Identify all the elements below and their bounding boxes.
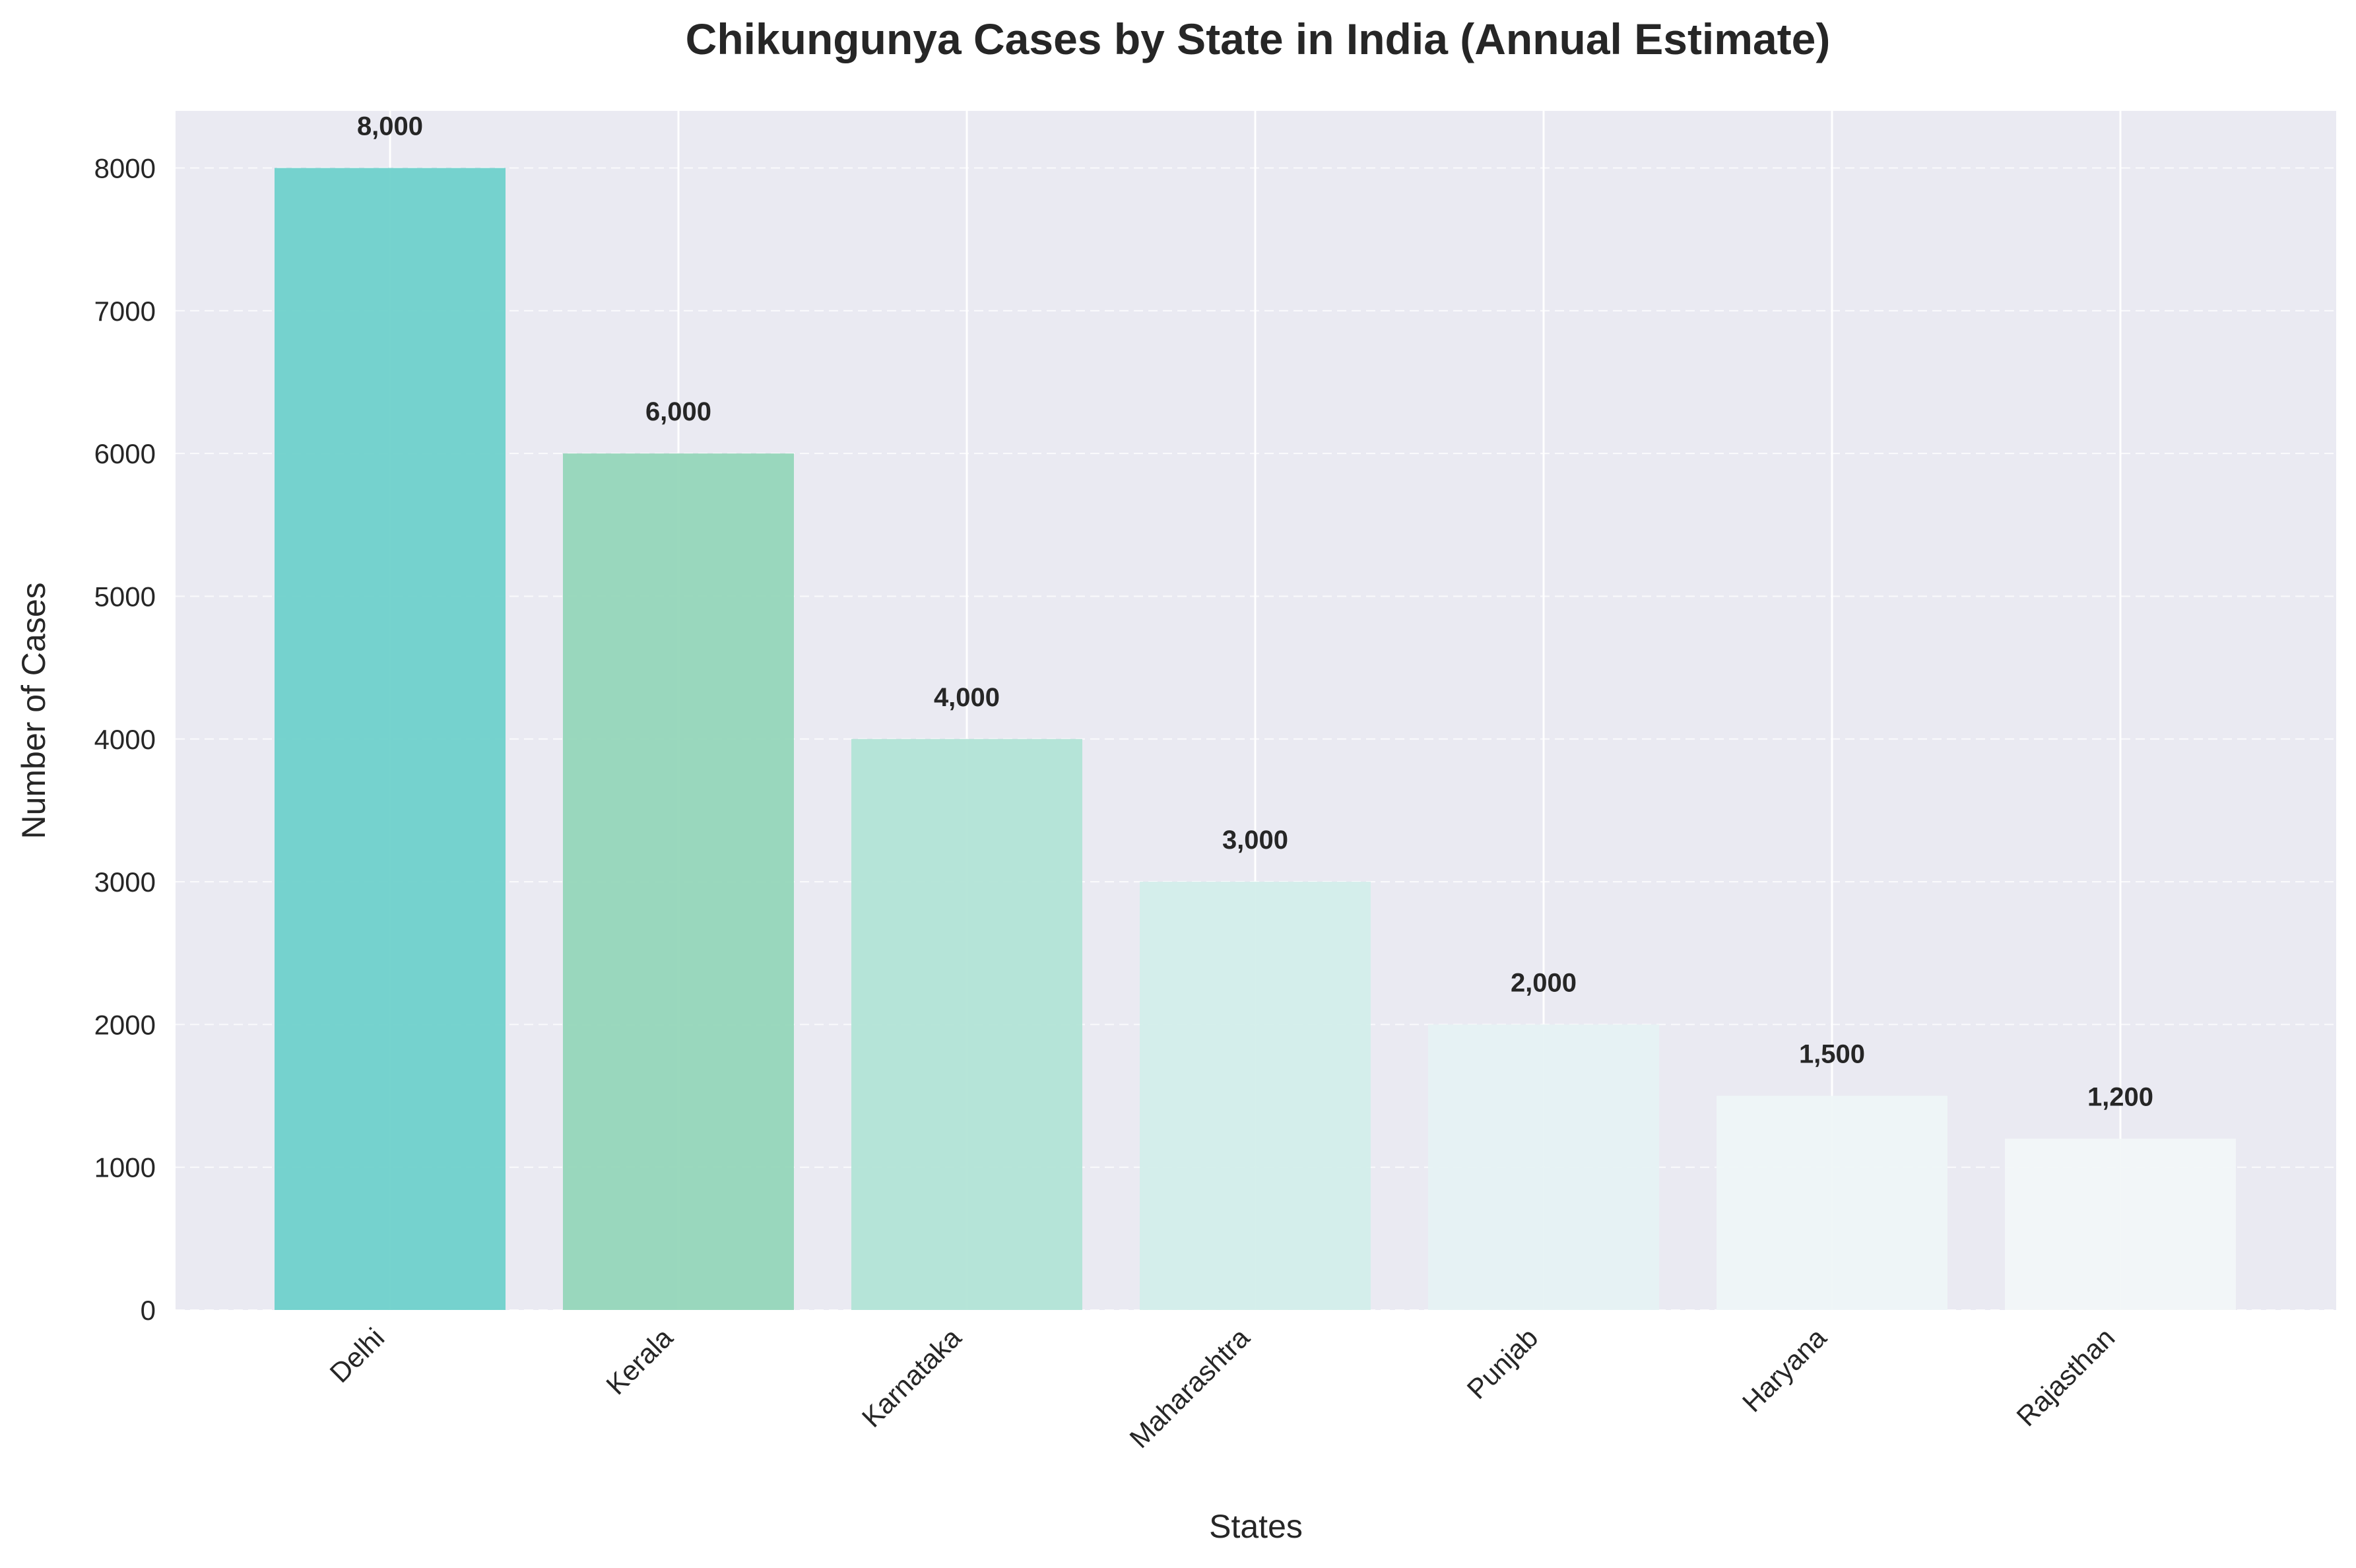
bar-value-label: 8,000 xyxy=(357,112,423,141)
bar xyxy=(2005,1138,2236,1310)
y-tick-label: 8000 xyxy=(94,153,156,184)
y-tick-label: 4000 xyxy=(94,724,156,755)
y-tick-label: 1000 xyxy=(94,1152,156,1183)
x-axis-label: States xyxy=(1209,1508,1303,1545)
y-tick-label: 7000 xyxy=(94,296,156,327)
y-tick-label: 6000 xyxy=(94,438,156,469)
bar-value-label: 3,000 xyxy=(1222,826,1288,855)
bar xyxy=(563,453,794,1311)
bar xyxy=(275,168,506,1310)
chart-title: Chikungunya Cases by State in India (Ann… xyxy=(686,15,1831,63)
bar-value-label: 6,000 xyxy=(645,397,711,426)
y-tick-label: 2000 xyxy=(94,1009,156,1040)
bar-value-label: 1,500 xyxy=(1799,1040,1865,1069)
bar-value-labels: 8,000 6,000 4,000 3,000 2,000 1,500 1,200 xyxy=(357,112,2153,1112)
bar xyxy=(1140,882,1371,1310)
y-axis-label: Number of Cases xyxy=(15,582,52,839)
bar-value-label: 2,000 xyxy=(1511,968,1577,997)
bar-value-label: 1,200 xyxy=(2087,1082,2153,1111)
y-axis-ticks: 0 1000 2000 3000 4000 5000 6000 7000 8000 xyxy=(94,153,156,1326)
y-tick-label: 5000 xyxy=(94,581,156,612)
bar xyxy=(851,738,1082,1310)
y-tick-label: 0 xyxy=(141,1295,156,1326)
bar xyxy=(1428,1024,1659,1310)
bar-value-label: 4,000 xyxy=(934,683,1000,712)
bars xyxy=(275,168,2236,1311)
bar xyxy=(1717,1095,1947,1310)
y-tick-label: 3000 xyxy=(94,866,156,898)
